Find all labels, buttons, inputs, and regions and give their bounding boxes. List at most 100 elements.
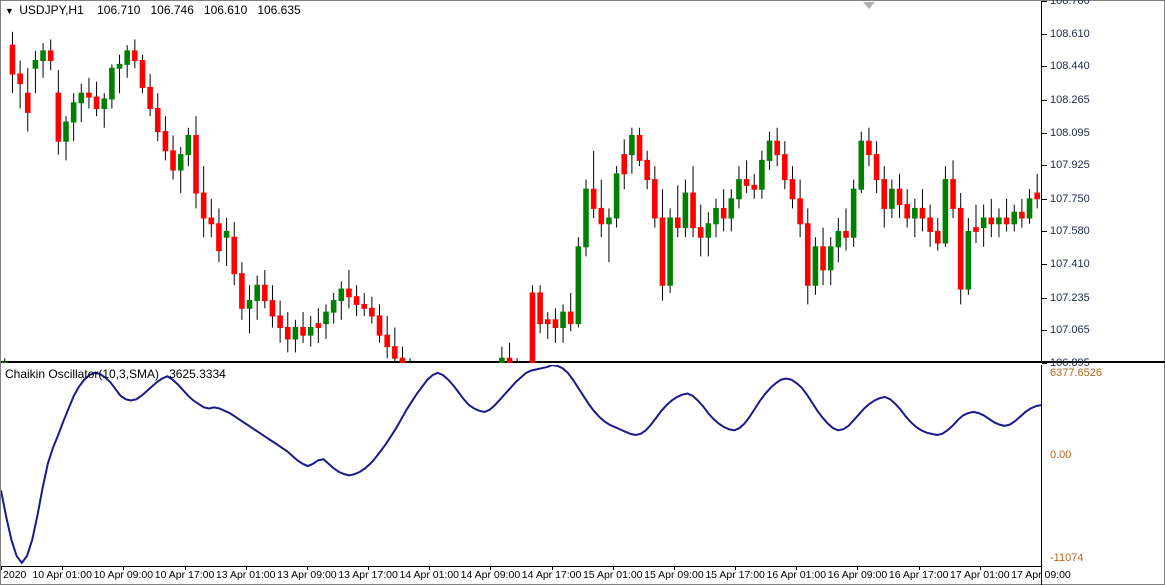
- candlestick[interactable]: [217, 224, 222, 251]
- candlestick[interactable]: [270, 301, 275, 316]
- candlestick[interactable]: [958, 208, 963, 289]
- candlestick[interactable]: [683, 193, 688, 228]
- candlestick[interactable]: [561, 312, 566, 327]
- candlestick[interactable]: [744, 180, 749, 186]
- candlestick[interactable]: [347, 289, 352, 297]
- candlestick[interactable]: [530, 293, 535, 363]
- candlestick[interactable]: [171, 151, 176, 170]
- candlestick[interactable]: [599, 208, 604, 223]
- candlestick[interactable]: [584, 189, 589, 247]
- candlestick[interactable]: [660, 218, 665, 285]
- candlestick[interactable]: [905, 205, 910, 218]
- candlestick[interactable]: [935, 231, 940, 243]
- candlestick-plot-area[interactable]: [1, 1, 1041, 363]
- candlestick[interactable]: [897, 189, 902, 204]
- candlestick[interactable]: [760, 160, 765, 189]
- candlestick[interactable]: [133, 51, 138, 61]
- candlestick[interactable]: [110, 68, 115, 99]
- candlestick[interactable]: [263, 285, 268, 300]
- candlestick[interactable]: [377, 316, 382, 335]
- candlestick[interactable]: [324, 312, 329, 324]
- candlestick[interactable]: [393, 347, 398, 359]
- candlestick[interactable]: [821, 247, 826, 270]
- candlestick[interactable]: [247, 301, 252, 309]
- candlestick[interactable]: [614, 174, 619, 218]
- oscillator-line[interactable]: [1, 365, 1041, 563]
- candlestick[interactable]: [140, 61, 145, 88]
- candlestick[interactable]: [706, 224, 711, 237]
- candlestick[interactable]: [568, 312, 573, 324]
- candlestick[interactable]: [653, 180, 658, 218]
- candlestick[interactable]: [155, 109, 160, 132]
- candlestick[interactable]: [844, 231, 849, 237]
- candlestick[interactable]: [981, 218, 986, 228]
- candlestick[interactable]: [698, 228, 703, 238]
- candlestick[interactable]: [102, 99, 107, 109]
- candlestick[interactable]: [714, 208, 719, 223]
- candlestick[interactable]: [767, 141, 772, 160]
- candlestick[interactable]: [913, 208, 918, 218]
- candlestick[interactable]: [201, 193, 206, 218]
- candlestick[interactable]: [630, 135, 635, 154]
- symbol-dropdown-arrow-icon[interactable]: ▼: [5, 6, 14, 16]
- candlestick[interactable]: [783, 155, 788, 180]
- candlestick[interactable]: [255, 285, 260, 300]
- candlestick[interactable]: [790, 180, 795, 199]
- candlestick[interactable]: [308, 327, 313, 335]
- price-axis[interactable]: 108.780 108.610 108.440 108.265 108.095 107.9…: [1041, 1, 1165, 363]
- candlestick[interactable]: [867, 141, 872, 154]
- candlestick[interactable]: [186, 135, 191, 154]
- candlestick[interactable]: [64, 122, 69, 141]
- candlestick[interactable]: [178, 155, 183, 170]
- candlestick[interactable]: [285, 327, 290, 339]
- candlestick[interactable]: [737, 180, 742, 199]
- oscillator-plot-area[interactable]: [1, 365, 1041, 585]
- candlestick[interactable]: [18, 74, 23, 84]
- candlestick[interactable]: [637, 135, 642, 160]
- candlestick[interactable]: [41, 51, 46, 61]
- candlestick[interactable]: [545, 320, 550, 324]
- candlestick[interactable]: [1020, 212, 1025, 218]
- candlestick[interactable]: [729, 199, 734, 218]
- candlestick[interactable]: [943, 180, 948, 243]
- candlestick[interactable]: [622, 155, 627, 174]
- candlestick[interactable]: [798, 199, 803, 224]
- candlestick[interactable]: [500, 358, 505, 363]
- candlestick[interactable]: [668, 218, 673, 285]
- candlestick[interactable]: [928, 218, 933, 231]
- candlestick[interactable]: [278, 316, 283, 328]
- oscillator-axis[interactable]: 6377.6526 0.00 -11074: [1041, 365, 1165, 585]
- candlestick[interactable]: [775, 141, 780, 154]
- candlestick[interactable]: [882, 180, 887, 209]
- candlestick[interactable]: [675, 218, 680, 228]
- candlestick[interactable]: [339, 289, 344, 301]
- candlestick[interactable]: [507, 358, 512, 363]
- candlestick[interactable]: [370, 308, 375, 316]
- candlestick[interactable]: [240, 274, 245, 309]
- candlestick[interactable]: [1012, 212, 1017, 224]
- candlestick[interactable]: [890, 189, 895, 208]
- candlestick[interactable]: [56, 93, 61, 141]
- candlestick[interactable]: [10, 45, 15, 74]
- candlestick[interactable]: [224, 231, 229, 237]
- candlestick[interactable]: [117, 64, 122, 68]
- candlestick[interactable]: [354, 297, 359, 305]
- candlestick[interactable]: [859, 141, 864, 189]
- candlestick[interactable]: [874, 155, 879, 180]
- candlestick[interactable]: [400, 358, 405, 363]
- candlestick[interactable]: [94, 97, 99, 109]
- candlestick[interactable]: [591, 189, 596, 208]
- candlestick[interactable]: [538, 293, 543, 324]
- candlestick[interactable]: [1027, 199, 1032, 218]
- candlestick[interactable]: [836, 231, 841, 246]
- candlestick[interactable]: [385, 335, 390, 347]
- candlestick[interactable]: [828, 247, 833, 270]
- candlestick[interactable]: [974, 228, 979, 232]
- candlestick[interactable]: [691, 193, 696, 228]
- chart-position-marker[interactable]: [863, 2, 875, 9]
- candlestick[interactable]: [576, 247, 581, 324]
- candlestick[interactable]: [813, 247, 818, 285]
- candlestick[interactable]: [3, 362, 8, 363]
- candlestick[interactable]: [209, 218, 214, 224]
